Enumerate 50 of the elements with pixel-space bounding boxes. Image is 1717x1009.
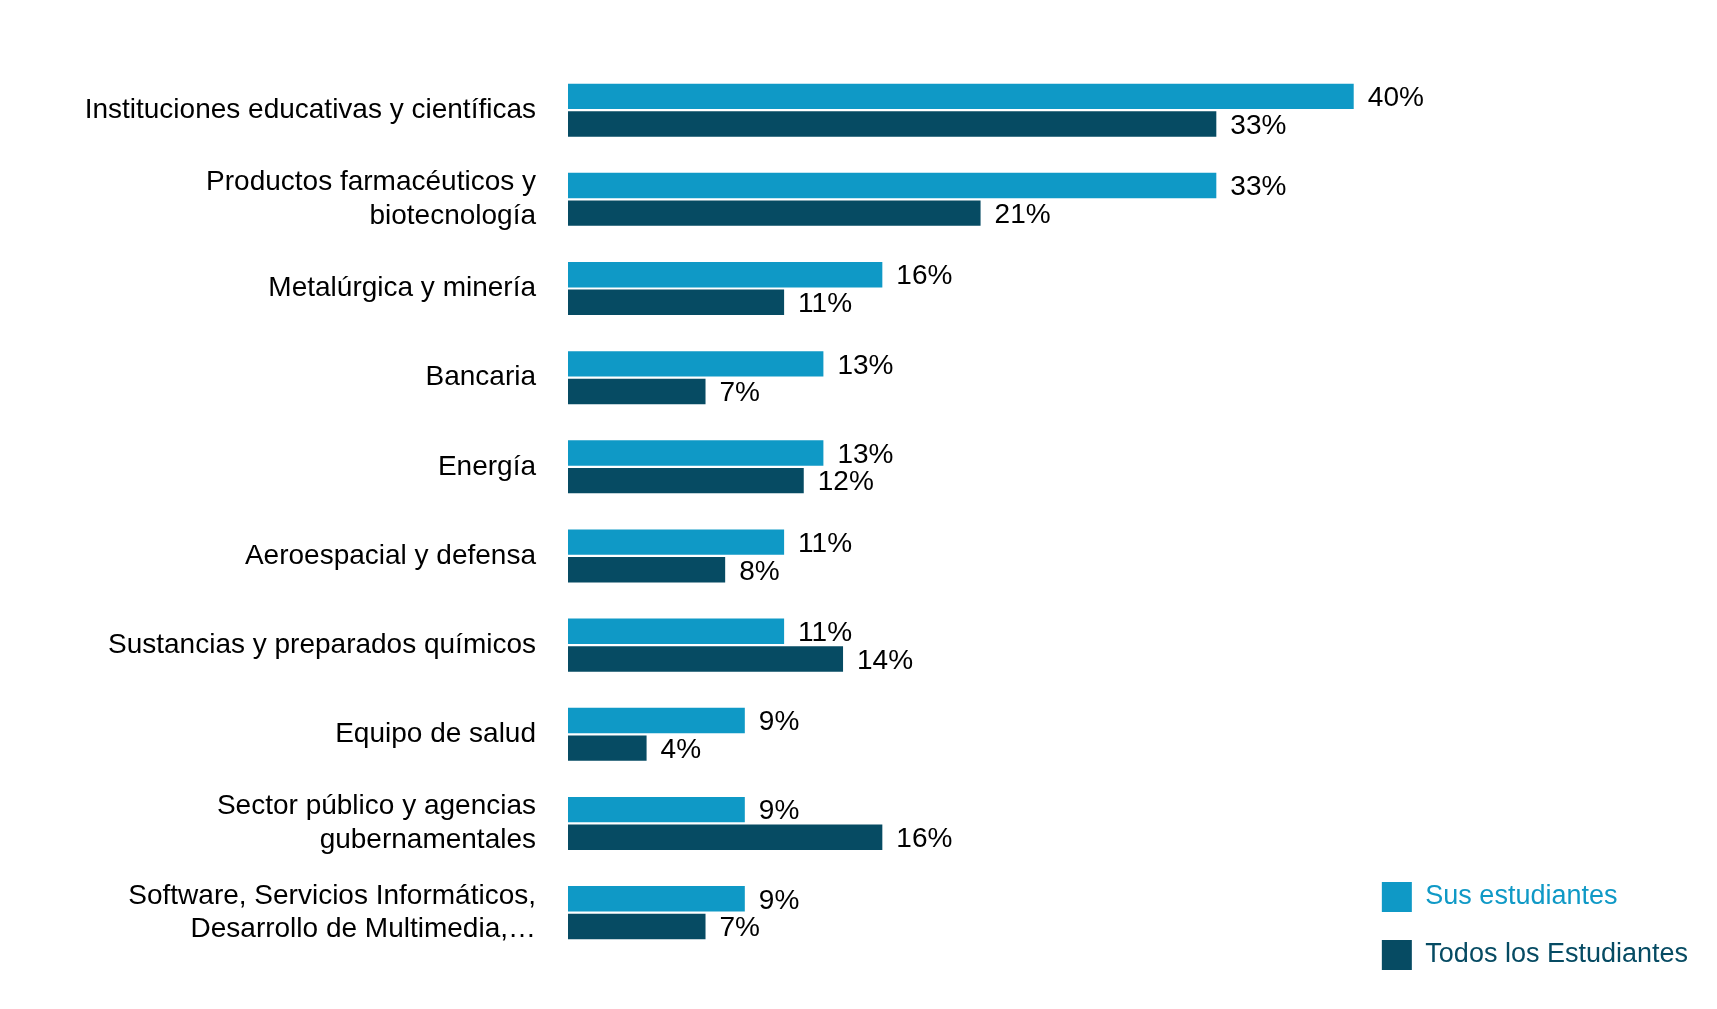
data-label: 9% bbox=[758, 794, 800, 826]
bar bbox=[568, 913, 706, 940]
bar bbox=[568, 378, 706, 405]
y-tick-label: Equipo de salud bbox=[335, 717, 536, 749]
bar bbox=[568, 467, 804, 494]
data-label: 13% bbox=[837, 348, 894, 380]
bar bbox=[568, 83, 1354, 110]
bar bbox=[568, 440, 824, 466]
bar bbox=[568, 824, 883, 850]
y-tick-label: Software, Servicios Informáticos, Desarrollo de Multimedia,… bbox=[128, 878, 536, 944]
bar bbox=[568, 707, 745, 734]
legend-label: Sus estudiantes bbox=[1425, 880, 1618, 911]
bar bbox=[568, 735, 647, 761]
y-tick-label: Aeroespacial y defensa bbox=[244, 538, 537, 570]
bar bbox=[568, 289, 785, 316]
bar bbox=[568, 618, 785, 645]
bar bbox=[568, 646, 844, 672]
data-label: 40% bbox=[1367, 81, 1424, 113]
data-label: 11% bbox=[798, 526, 853, 558]
bar bbox=[568, 557, 726, 583]
data-label: 16% bbox=[896, 259, 953, 291]
data-label: 33% bbox=[1230, 170, 1287, 202]
data-label: 33% bbox=[1230, 108, 1287, 140]
bar bbox=[568, 172, 1217, 199]
data-label: 9% bbox=[758, 705, 800, 737]
data-label: 11% bbox=[798, 287, 853, 319]
data-label: 8% bbox=[739, 554, 780, 586]
bar bbox=[568, 796, 745, 823]
y-tick-label: Instituciones educativas y científicas bbox=[84, 92, 536, 124]
bar bbox=[568, 529, 785, 555]
legend-label: Todos los Estudiantes bbox=[1425, 938, 1689, 969]
bar bbox=[568, 111, 1217, 137]
data-label: 7% bbox=[719, 911, 760, 943]
bar bbox=[568, 351, 824, 377]
y-tick-label: Metalúrgica y minería bbox=[268, 271, 537, 303]
data-label: 21% bbox=[994, 197, 1051, 229]
y-tick-label: Sustancias y preparados químicos bbox=[108, 627, 536, 659]
data-label: 16% bbox=[896, 822, 953, 853]
y-tick-label: Productos farmacéuticos y biotecnología bbox=[206, 165, 537, 230]
y-tick-label: Energía bbox=[437, 449, 537, 481]
data-label: 7% bbox=[719, 376, 760, 408]
bar bbox=[568, 886, 745, 912]
bar bbox=[568, 200, 981, 226]
bar bbox=[568, 261, 883, 288]
data-label: 9% bbox=[758, 883, 800, 915]
data-label: 11% bbox=[798, 616, 853, 648]
data-label: 14% bbox=[857, 643, 914, 675]
y-tick-label: Sector público y agencias gubernamentales bbox=[216, 789, 536, 854]
y-tick-label: Bancaria bbox=[425, 360, 537, 392]
data-label: 4% bbox=[660, 732, 702, 764]
